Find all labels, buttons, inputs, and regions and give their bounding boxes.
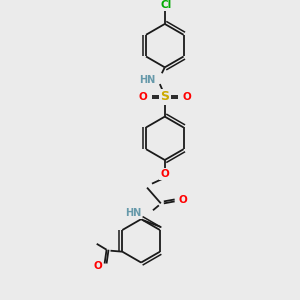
Text: HN: HN bbox=[139, 75, 155, 85]
Text: O: O bbox=[160, 169, 169, 179]
Text: O: O bbox=[139, 92, 148, 102]
Text: S: S bbox=[160, 90, 169, 104]
Text: O: O bbox=[93, 262, 102, 272]
Text: HN: HN bbox=[125, 208, 141, 218]
Text: O: O bbox=[178, 195, 187, 206]
Text: O: O bbox=[182, 92, 191, 102]
Text: Cl: Cl bbox=[160, 0, 171, 10]
